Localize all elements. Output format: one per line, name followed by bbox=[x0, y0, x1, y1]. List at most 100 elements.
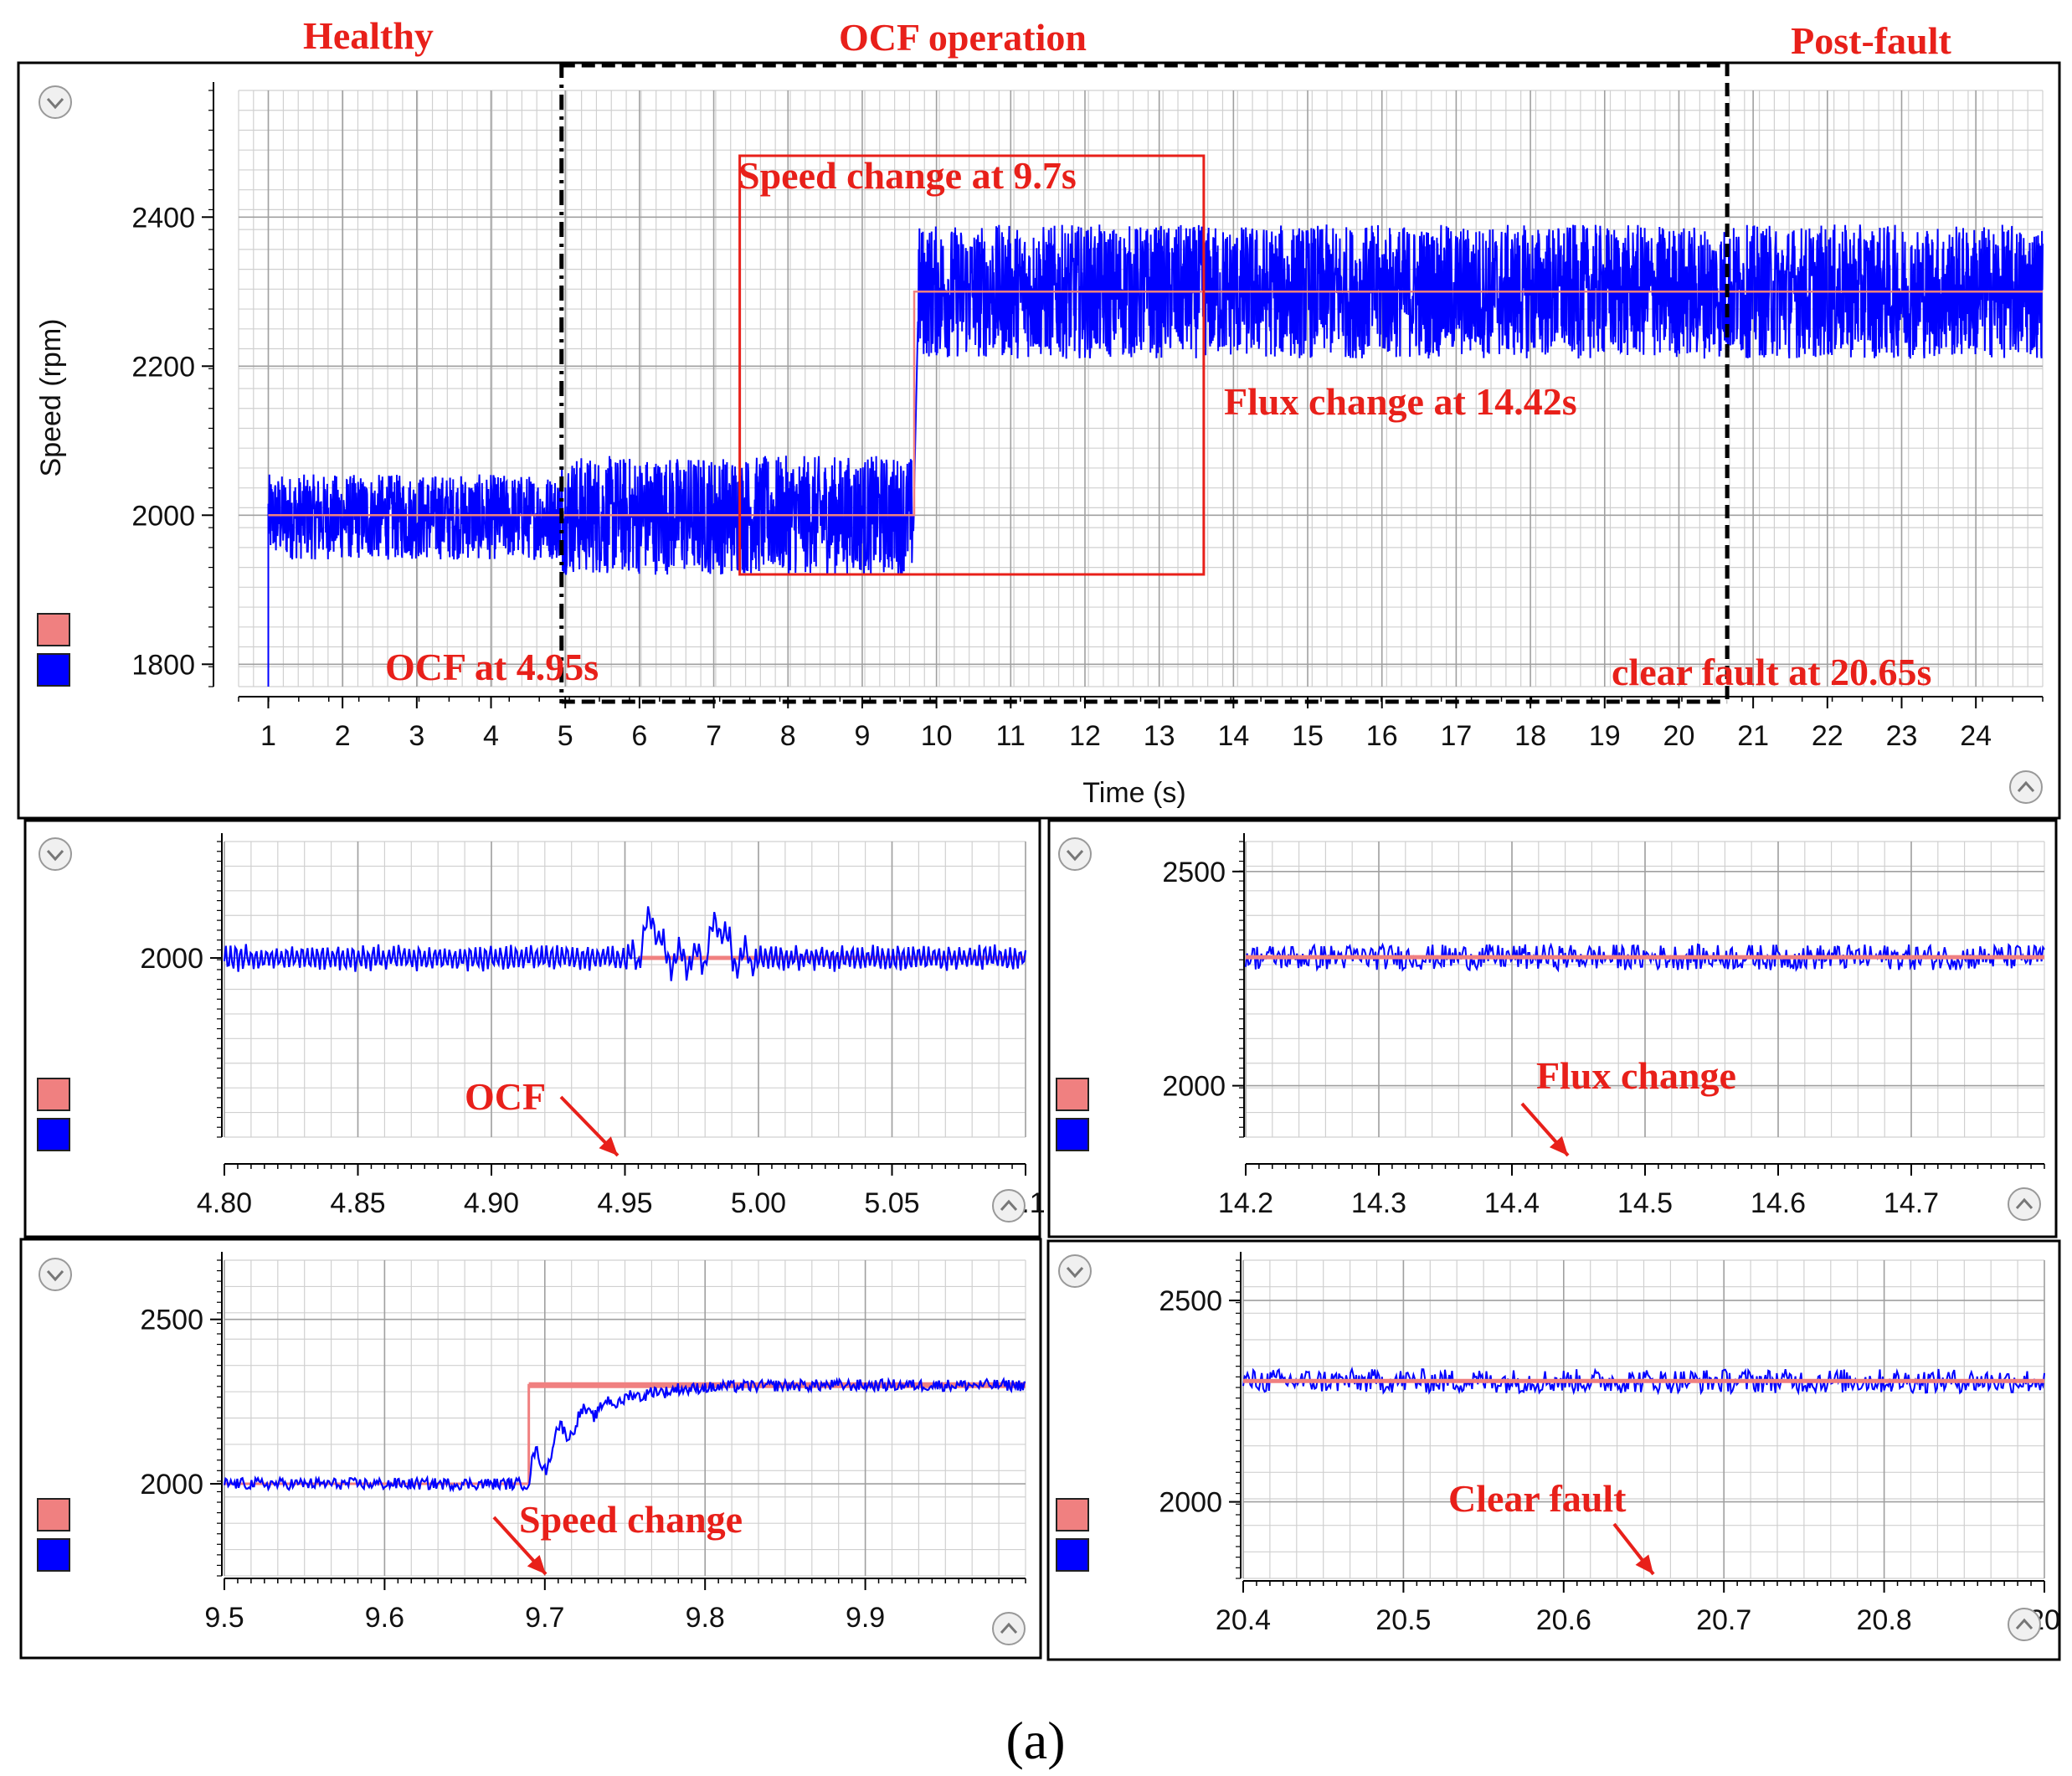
x-tick-label: 20.6 bbox=[1536, 1604, 1591, 1636]
expand-chevron-icon-glyph bbox=[1000, 1622, 1018, 1634]
x-tick-label: 14.7 bbox=[1884, 1187, 1939, 1219]
collapse-chevron-icon-glyph bbox=[46, 97, 64, 110]
x-tick-label: 18 bbox=[1514, 720, 1546, 752]
legend-swatch-measured bbox=[37, 1538, 70, 1572]
x-tick-label: 7 bbox=[706, 720, 722, 752]
x-tick-label: 9.7 bbox=[525, 1602, 564, 1634]
x-axis-title: Time (s) bbox=[1082, 777, 1185, 809]
x-tick-label: 4.80 bbox=[197, 1187, 252, 1219]
y-tick-label: 2400 bbox=[131, 202, 195, 234]
expand-chevron-icon[interactable] bbox=[2009, 770, 2043, 804]
x-tick-label: 1 bbox=[260, 720, 276, 752]
annotation-arrow-head bbox=[527, 1555, 546, 1574]
y-tick-label: 2000 bbox=[131, 500, 195, 532]
x-tick-label: 4.95 bbox=[597, 1187, 652, 1219]
x-tick-label: 15 bbox=[1292, 720, 1324, 752]
figure-caption: (a) bbox=[1005, 1711, 1065, 1770]
legend-swatch-measured bbox=[37, 653, 70, 687]
y-tick-label: 2500 bbox=[1162, 857, 1226, 888]
x-tick-label: 8 bbox=[780, 720, 796, 752]
y-axis-title: Speed (rpm) bbox=[35, 319, 67, 477]
legend-swatch-reference bbox=[1056, 1078, 1089, 1111]
x-tick-label: 20.7 bbox=[1696, 1604, 1751, 1636]
x-tick-label: 9.9 bbox=[846, 1602, 885, 1634]
x-tick-label: 14.3 bbox=[1351, 1187, 1406, 1219]
y-tick-label: 1800 bbox=[131, 649, 195, 681]
expand-chevron-icon[interactable] bbox=[2008, 1608, 2041, 1641]
collapse-chevron-icon[interactable] bbox=[1058, 837, 1092, 871]
x-tick-label: 4.85 bbox=[330, 1187, 385, 1219]
collapse-chevron-icon[interactable] bbox=[39, 837, 72, 871]
legend-swatch-reference bbox=[37, 613, 70, 646]
annotation-zoom-clear: Clear fault bbox=[1448, 1477, 1627, 1520]
x-tick-label: 17 bbox=[1440, 720, 1472, 752]
expand-chevron-icon[interactable] bbox=[992, 1189, 1026, 1223]
legend-swatch-measured bbox=[1056, 1538, 1089, 1572]
region-label-healthy: Healthy bbox=[303, 14, 434, 57]
collapse-chevron-icon[interactable] bbox=[1058, 1254, 1092, 1288]
x-tick-label: 10 bbox=[921, 720, 953, 752]
x-tick-label: 19 bbox=[1589, 720, 1621, 752]
x-tick-label: 4.90 bbox=[464, 1187, 519, 1219]
expand-chevron-icon-glyph bbox=[1000, 1199, 1018, 1212]
x-tick-label: 11 bbox=[996, 720, 1026, 752]
collapse-chevron-icon-glyph bbox=[1066, 1266, 1084, 1279]
region-label-post-fault: Post-fault bbox=[1791, 19, 1951, 62]
series-reference-line bbox=[268, 291, 2043, 517]
y-tick-label: 2500 bbox=[140, 1305, 203, 1336]
legend-swatch-reference bbox=[37, 1078, 70, 1111]
series-measured-line bbox=[223, 906, 1027, 981]
x-tick-label: 14.4 bbox=[1484, 1187, 1540, 1219]
x-tick-label: 9.8 bbox=[686, 1602, 725, 1634]
x-tick-label: 14.6 bbox=[1751, 1187, 1806, 1219]
annotation-ocf: OCF at 4.95s bbox=[385, 646, 599, 688]
legend-swatch-measured bbox=[1056, 1118, 1089, 1151]
annotation-speed-change: Speed change at 9.7s bbox=[738, 154, 1077, 197]
expand-chevron-icon[interactable] bbox=[2008, 1187, 2041, 1221]
x-tick-label: 9.6 bbox=[365, 1602, 404, 1634]
x-tick-label: 24 bbox=[1960, 720, 1992, 752]
x-tick-label: 6 bbox=[631, 720, 647, 752]
annotation-flux-change: Flux change at 14.42s bbox=[1224, 380, 1577, 423]
collapse-chevron-icon[interactable] bbox=[39, 1258, 72, 1291]
y-tick-label: 2000 bbox=[140, 943, 203, 975]
x-tick-label: 21 bbox=[1737, 720, 1769, 752]
x-tick-label: 9.5 bbox=[204, 1602, 244, 1634]
legend-swatch-measured bbox=[37, 1118, 70, 1151]
x-tick-label: 2 bbox=[335, 720, 351, 752]
x-tick-label: 14.5 bbox=[1617, 1187, 1673, 1219]
collapse-chevron-icon[interactable] bbox=[39, 85, 72, 119]
collapse-chevron-icon-glyph bbox=[1066, 849, 1084, 862]
expand-chevron-icon-glyph bbox=[2015, 1197, 2033, 1210]
x-tick-label: 3 bbox=[409, 720, 424, 752]
region-label-ocf-operation: OCF operation bbox=[839, 16, 1087, 59]
x-tick-label: 9 bbox=[854, 720, 870, 752]
x-tick-label: 23 bbox=[1886, 720, 1918, 752]
x-tick-label: 22 bbox=[1812, 720, 1843, 752]
x-tick-label: 5.00 bbox=[731, 1187, 786, 1219]
x-tick-label: 20 bbox=[1663, 720, 1695, 752]
y-tick-label: 2500 bbox=[1159, 1285, 1222, 1317]
overview-plot-area: 1 2 3 4 5 6 7 8 9 10 11 12 13 14 15 16 17 18 19 20 21 22 23 241… bbox=[37, 63, 2044, 804]
y-tick-label: 2000 bbox=[1162, 1071, 1226, 1103]
y-tick-label: 2200 bbox=[131, 351, 195, 383]
x-tick-label: 20.8 bbox=[1857, 1604, 1912, 1636]
zoom-panel-speed: 9.5 9.6 9.7 9.8 9.9 2000 2500 Speed change bbox=[19, 1238, 1042, 1660]
x-tick-label: 12 bbox=[1069, 720, 1101, 752]
annotation-zoom-ocf: OCF bbox=[465, 1075, 546, 1118]
series-measured-line bbox=[223, 1377, 1026, 1493]
expand-chevron-icon-glyph bbox=[2015, 1618, 2033, 1630]
expand-chevron-icon[interactable] bbox=[992, 1612, 1026, 1645]
annotation-arrow-head bbox=[599, 1136, 618, 1156]
x-tick-label: 20.4 bbox=[1216, 1604, 1271, 1636]
expand-chevron-icon-glyph bbox=[2017, 780, 2035, 793]
annotation-zoom-speed: Speed change bbox=[519, 1498, 743, 1541]
annotation-clear-fault: clear fault at 20.65s bbox=[1612, 651, 1931, 693]
x-tick-label: 4 bbox=[483, 720, 499, 752]
zoom-panel-flux: 14.2 14.3 14.4 14.5 14.6 14.7 2000 2500 Flux cha… bbox=[1047, 819, 2058, 1238]
collapse-chevron-icon-glyph bbox=[46, 1269, 64, 1282]
x-tick-label: 16 bbox=[1366, 720, 1398, 752]
annotation-arrow-head bbox=[1549, 1135, 1568, 1156]
